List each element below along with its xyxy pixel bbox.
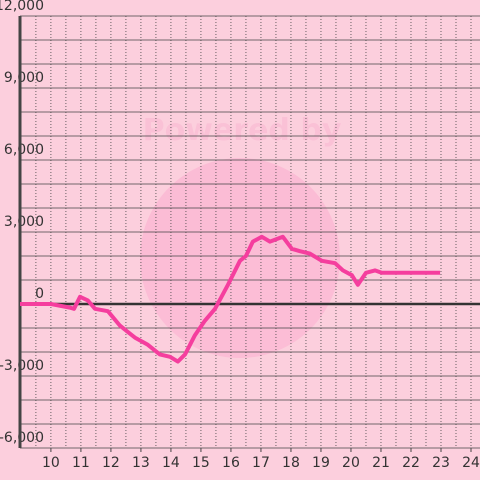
x-tick-label: 22 xyxy=(402,455,420,471)
y-tick-label: 9,000 xyxy=(4,70,44,86)
x-tick-label: 19 xyxy=(312,455,330,471)
x-tick-label: 13 xyxy=(132,455,150,471)
data-line xyxy=(20,234,441,364)
x-tick-label: 10 xyxy=(42,455,60,471)
y-tick-label: 3,000 xyxy=(4,214,44,230)
y-tick-label: 6,000 xyxy=(4,142,44,158)
y-tick-label: 0 xyxy=(35,286,44,302)
y-tick-label: -3,000 xyxy=(0,358,44,374)
x-tick-label: 14 xyxy=(162,455,180,471)
x-tick-label: 11 xyxy=(72,455,90,471)
x-tick-label: 15 xyxy=(192,455,210,471)
x-tick-label: 20 xyxy=(342,455,360,471)
watermark: Powered by xyxy=(143,113,342,148)
y-tick-label: 12,000 xyxy=(0,0,44,14)
x-tick-label: 17 xyxy=(252,455,270,471)
x-tick-label: 21 xyxy=(372,455,390,471)
x-tick-label: 12 xyxy=(102,455,120,471)
x-tick-label: 23 xyxy=(432,455,450,471)
y-tick-label: -6,000 xyxy=(0,430,44,446)
x-tick-label: 16 xyxy=(222,455,240,471)
x-tick-label: 24 xyxy=(462,455,480,471)
x-tick-label: 18 xyxy=(282,455,300,471)
